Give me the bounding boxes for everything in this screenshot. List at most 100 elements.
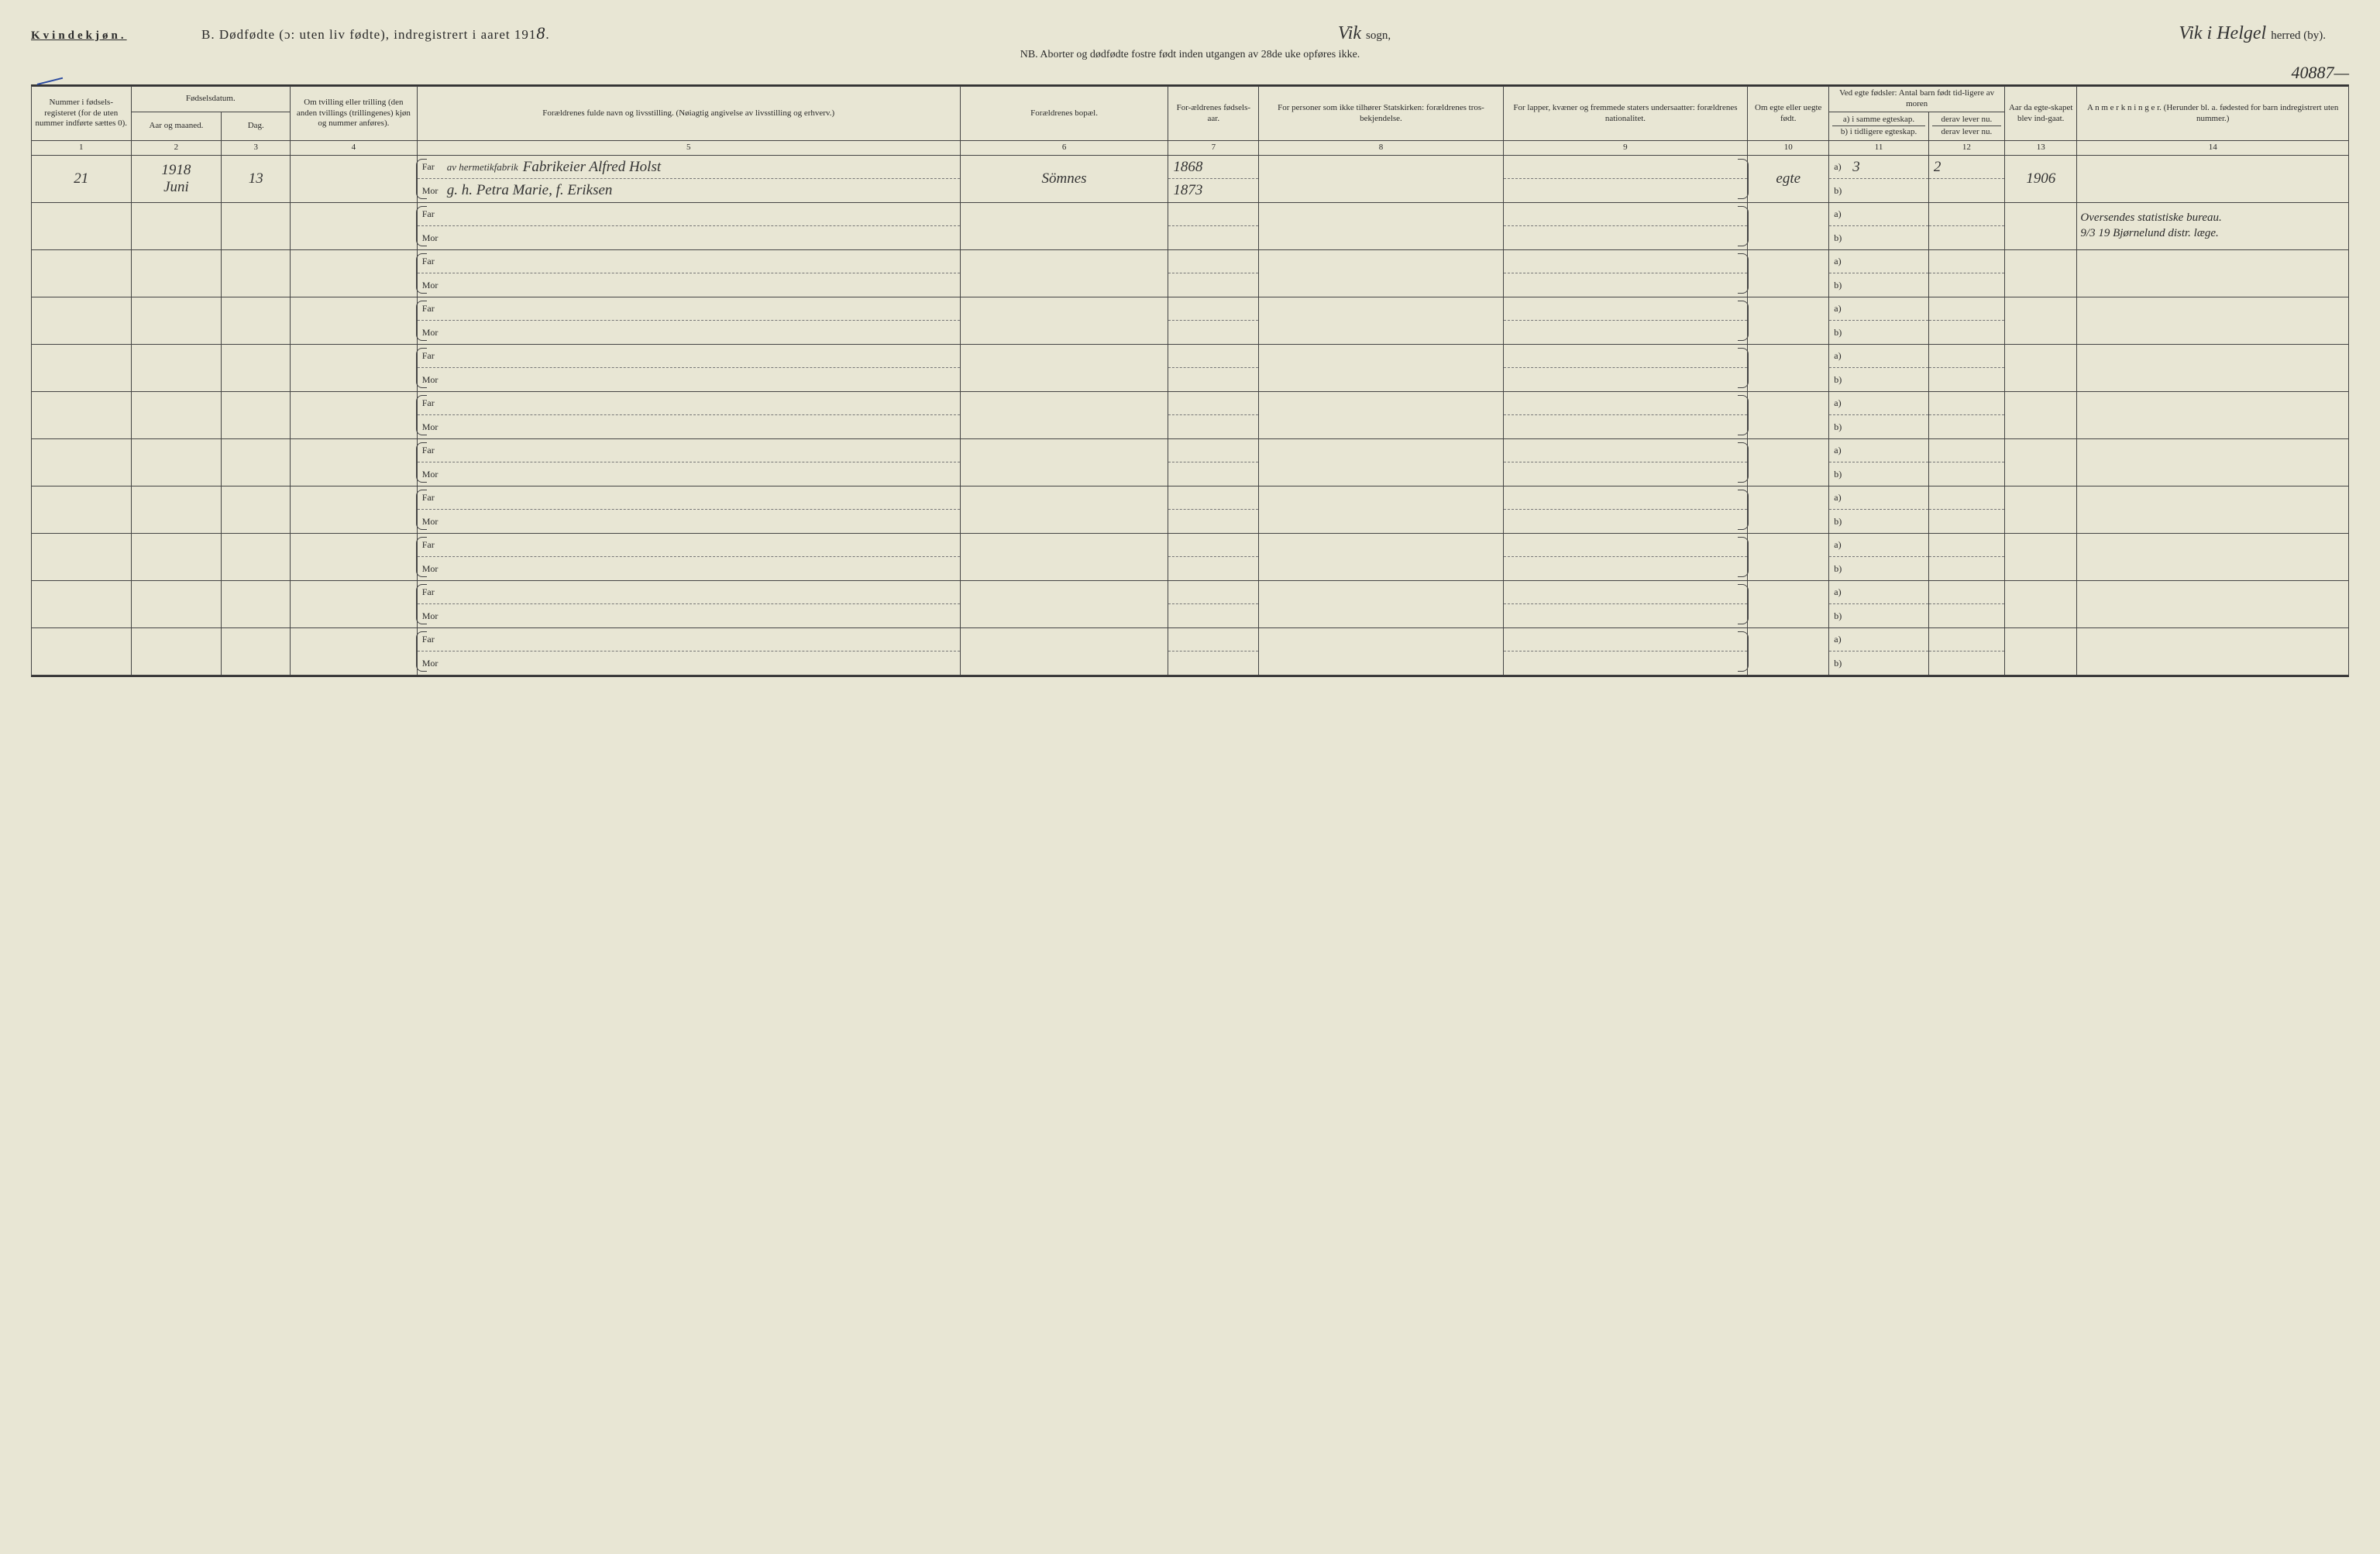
cell-pair	[1503, 155, 1747, 202]
anmerkninger-cell	[2077, 155, 2349, 202]
cell: 1906	[2004, 155, 2076, 202]
col-13-header: Aar da egte-skapet blev ind-gaat.	[2004, 87, 2076, 141]
cell-pair	[1503, 486, 1747, 533]
anmerkninger-cell: Oversendes statistiske bureau.9/3 19 Bjø…	[2077, 202, 2349, 249]
cell	[1259, 627, 1503, 675]
cell-pair: 18681873	[1168, 155, 1259, 202]
cell: 21	[32, 155, 132, 202]
bracket-icon	[416, 442, 427, 483]
col-11-12-group-header: Ved egte fødsler: Antal barn født tid-li…	[1829, 87, 2005, 112]
colnum-5: 5	[417, 141, 960, 156]
bracket-icon	[416, 159, 427, 199]
table-row: FarMora)b)	[32, 391, 2349, 438]
column-number-row: 1 2 3 4 5 6 7 8 9 10 11 12 13 14	[32, 141, 2349, 156]
col-12a: derav lever nu.	[1932, 114, 2001, 127]
cell	[291, 202, 418, 249]
cell	[1748, 249, 1829, 297]
cell-pair: FarMor	[417, 297, 960, 344]
cell	[32, 486, 132, 533]
colnum-3: 3	[222, 141, 291, 156]
cell	[1748, 391, 1829, 438]
cell	[2004, 627, 2076, 675]
cell	[1748, 627, 1829, 675]
cell-pair: FarMor	[417, 486, 960, 533]
b-label: b)	[1834, 658, 1848, 669]
cell-pair: FarMor	[417, 438, 960, 486]
cell	[2004, 344, 2076, 391]
anmerkninger-cell	[2077, 297, 2349, 344]
header-line: Kvindekjøn. B. Dødfødte (ɔ: uten liv fød…	[31, 23, 2349, 44]
anmerkninger-cell	[2077, 486, 2349, 533]
cell	[960, 580, 1168, 627]
cell	[1259, 202, 1503, 249]
cell	[960, 297, 1168, 344]
far-name: Fabrikeier Alfred Holst	[523, 159, 661, 176]
cell-pair	[1928, 344, 2004, 391]
cell-pair	[1503, 533, 1747, 580]
cell-pair	[1503, 249, 1747, 297]
cell	[32, 249, 132, 297]
anmerkninger-cell	[2077, 438, 2349, 486]
cell	[291, 533, 418, 580]
sogn-handwritten: Vik	[1338, 23, 1361, 44]
title-prefix: B. Dødfødte (ɔ: uten liv fødte), indregi…	[201, 27, 536, 42]
b-label: b)	[1834, 563, 1848, 575]
cell	[131, 580, 222, 627]
a-label: a)	[1834, 397, 1848, 409]
cell-pair	[1168, 486, 1259, 533]
table-row: FarMora)b)	[32, 486, 2349, 533]
cell-pair	[1503, 438, 1747, 486]
cell	[131, 297, 222, 344]
cell	[222, 344, 291, 391]
year-handwritten: 8	[536, 23, 545, 43]
b-label: b)	[1834, 185, 1848, 197]
cell	[291, 297, 418, 344]
cell-pair: a)b)	[1829, 249, 1929, 297]
cell	[960, 344, 1168, 391]
herred-label: herred (by).	[2271, 29, 2326, 43]
bracket-icon	[1738, 584, 1749, 624]
cell	[2004, 297, 2076, 344]
cell	[1259, 155, 1503, 202]
a-label: a)	[1834, 161, 1848, 173]
b-label: b)	[1834, 280, 1848, 291]
a-value: 3	[1852, 159, 1860, 176]
cell-pair	[1928, 580, 2004, 627]
cell-pair: a)b)	[1829, 438, 1929, 486]
cell	[222, 580, 291, 627]
cell	[32, 580, 132, 627]
cell-pair	[1168, 344, 1259, 391]
anmerkninger-cell	[2077, 249, 2349, 297]
cell	[32, 344, 132, 391]
col-1-header: Nummer i fødsels-registeret (for de uten…	[32, 87, 132, 141]
cell	[1259, 297, 1503, 344]
cell-pair	[1928, 249, 2004, 297]
bracket-icon	[416, 253, 427, 294]
cell-pair: a)b)	[1829, 202, 1929, 249]
cell	[1259, 533, 1503, 580]
cell	[960, 391, 1168, 438]
cell-pair	[1503, 627, 1747, 675]
cell	[1748, 486, 1829, 533]
table-row: FarMora)b)	[32, 580, 2349, 627]
cell-pair: a)b)	[1829, 627, 1929, 675]
cell: Sömnes	[960, 155, 1168, 202]
cell	[222, 391, 291, 438]
cell-pair	[1928, 486, 2004, 533]
cell	[291, 391, 418, 438]
cell: egte	[1748, 155, 1829, 202]
colnum-4: 4	[291, 141, 418, 156]
colnum-8: 8	[1259, 141, 1503, 156]
cell	[1748, 533, 1829, 580]
col-5-header: Forældrenes fulde navn og livsstilling. …	[417, 87, 960, 141]
cell-pair: a)b)	[1829, 580, 1929, 627]
cell	[2004, 580, 2076, 627]
cell	[1748, 202, 1829, 249]
page-code-handwritten: 40887—	[31, 63, 2349, 83]
b-label: b)	[1834, 469, 1848, 480]
herred-handwritten: Vik i Helgel	[2179, 23, 2266, 44]
cell	[960, 627, 1168, 675]
cell-pair	[1168, 297, 1259, 344]
cell	[32, 202, 132, 249]
table-body: 211918Juni13Farav hermetikfabrik Fabrike…	[32, 155, 2349, 675]
